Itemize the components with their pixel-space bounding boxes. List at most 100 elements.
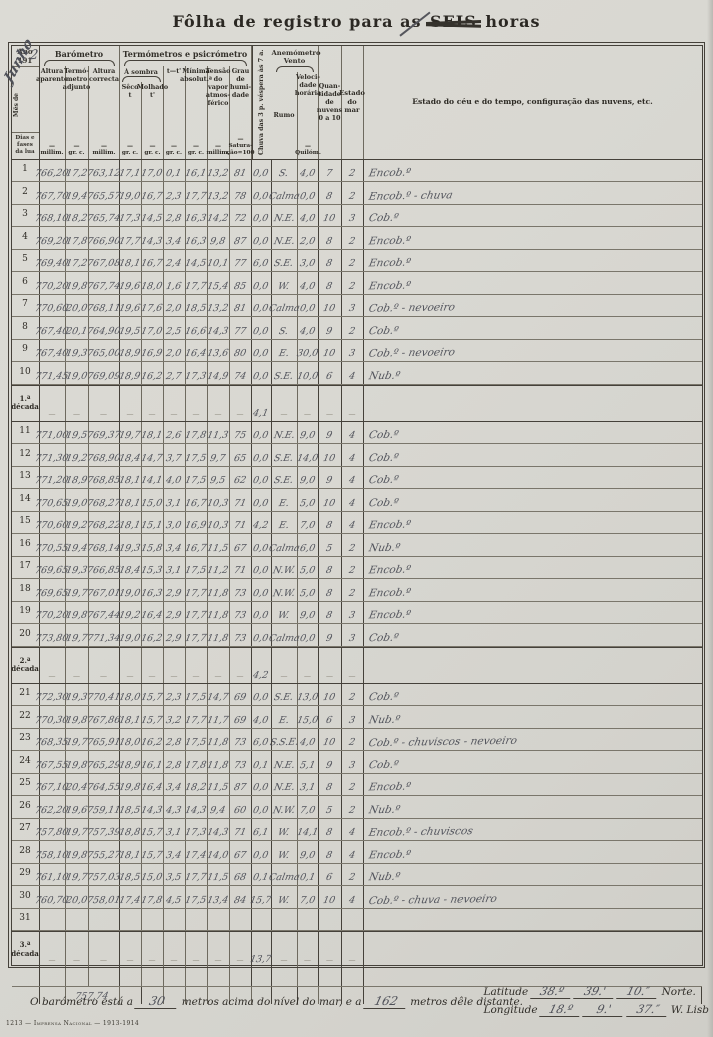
cell-altura-aparente: 769,20 [40,227,66,249]
cell-t-minus-t: — [164,932,186,967]
cell-velocidade: 4,0 [298,317,319,339]
cell-molhado [142,909,164,931]
cell-termometro-adjunto: 19,6 [66,796,89,818]
cell-chuva [252,909,272,931]
handwritten-value: E. [278,348,290,359]
handwritten-value: 10,1 [206,258,229,269]
handwritten-value: 16,4 [184,348,207,359]
handwritten-value: 9,5 [209,475,226,486]
barometer-note: O barómetro está a 30 metros acima do ní… [30,994,523,1009]
cell-estado-mar: 2 [342,227,364,249]
cell-estado-mar: 2 [342,796,364,818]
handwritten-value: 0,0 [299,190,316,201]
cell-estado-mar: 2 [342,272,364,294]
cell-minima: 16,3 [186,205,208,227]
table-row: 25767,1020,4764,5519,816,43,418,211,5870… [12,774,702,797]
month-label: Mês de [13,93,20,117]
handwritten-sky-text: Encob.º [367,609,411,622]
barometer-group: Barómetro Altura aparente millim. Termó-… [40,46,120,159]
handwritten-value: 2 [348,190,356,201]
handwritten-value: 18,4 [118,452,141,463]
handwritten-value: W. [277,280,290,291]
cell-sky-description: Cob.º [364,444,702,466]
handwritten-lon-min: 9.' [582,1002,626,1017]
cell-altura-correcta: — [89,648,120,683]
cell-sky-description: Encob.º [364,774,702,796]
cell-molhado: 15,7 [142,684,164,706]
cell-molhado: 14,3 [142,227,164,249]
handwritten-value: 4 [348,849,356,860]
handwritten-value: 19,7 [65,872,88,883]
handwritten-value: 0,0 [252,430,269,441]
cell-chuva: 0,0 [252,422,272,444]
cell-rumo: S. [272,160,298,182]
handwritten-value: 3,4 [165,542,182,553]
cell-rumo: W. [272,272,298,294]
printer-imprint: 1213 — Imprensa Nacional — 1913-1914 [6,1020,139,1027]
cell-minima: 16,9 [186,512,208,534]
cell-molhado: 18,1 [142,422,164,444]
handwritten-value: W. [277,610,290,621]
shade-group-title: À sombra [120,66,163,76]
cell-altura-aparente: 767,55 [40,751,66,773]
handwritten-value: 73 [233,759,247,770]
cell-termometro-adjunto [66,909,89,931]
table-row: 31 [12,909,702,932]
handwritten-value: 17,8 [140,894,163,905]
cell-rumo: N.E. [272,751,298,773]
cell-velocidade: 5,0 [298,579,319,601]
cell-grau-humidade: — [230,648,252,683]
handwritten-value: 10 [322,894,336,905]
handwritten-sky-text: Encob.º [367,257,411,270]
cell-t-minus-t: 2,8 [164,205,186,227]
cell-altura-correcta: 769,37 [89,422,120,444]
handwritten-value: 764,90 [86,325,122,337]
cell-velocidade: 5,1 [298,751,319,773]
handwritten-value: 19,0 [65,370,88,381]
handwritten-value: 768,85 [86,475,122,487]
cell-rumo: W. [272,841,298,863]
cell-termometro-adjunto: 19,4 [66,534,89,556]
cell-nuvens: 8 [319,841,342,863]
cell-molhado: 17,8 [142,886,164,908]
empty-cell [319,968,342,986]
handwritten-value: 4,2 [252,520,269,531]
handwritten-sky-text: Nub.º [367,871,400,884]
handwritten-value: 18,5 [184,303,207,314]
handwritten-value: 16,3 [184,235,207,246]
handwritten-value: 19,7 [65,587,88,598]
cell-molhado: — [142,648,164,683]
cell-altura-correcta: 764,55 [89,774,120,796]
handwritten-value: 4,5 [165,894,182,905]
cell-seco: 19,5 [120,317,142,339]
handwritten-distance: 162 [363,994,409,1009]
handwritten-sky-text: Cob.º [367,212,399,225]
handwritten-value: 3,1 [165,497,182,508]
handwritten-value: 2 [348,235,356,246]
cell-sky-description: Nub.º [364,534,702,556]
cell-chuva: 0,1 [252,751,272,773]
cell-grau-humidade: 67 [230,534,252,556]
cell-altura-aparente: 770,55 [40,534,66,556]
handwritten-value: 16,4 [140,610,163,621]
cell-chuva: 0,0 [252,317,272,339]
cell-altura-correcta: 766,90 [89,227,120,249]
cell-nuvens: 10 [319,886,342,908]
handwritten-value: 0,0 [252,475,269,486]
page-title: Fôlha de registro para as SEIS horas [0,12,713,31]
handwritten-value: 17,4 [184,849,207,860]
cell-t-minus-t: — [164,648,186,683]
handwritten-value: 17,4 [118,894,141,905]
col-altura-correcta: Altura correcta millim. [89,66,120,159]
handwritten-value: 3,7 [165,452,182,463]
cell-tensao-vapor: 11,2 [208,557,230,579]
cell-altura-aparente: 769,65 [40,579,66,601]
handwritten-value: 0,0 [252,804,269,815]
cell-velocidade: 7,0 [298,796,319,818]
cell-rumo: S.E. [272,684,298,706]
handwritten-value: 769,09 [86,370,122,382]
handwritten-value: 17,1 [118,168,141,179]
cell-altura-correcta: 763,12 [89,160,120,182]
handwritten-value: 17,3 [118,213,141,224]
handwritten-sky-text: Nub.º [367,713,400,726]
